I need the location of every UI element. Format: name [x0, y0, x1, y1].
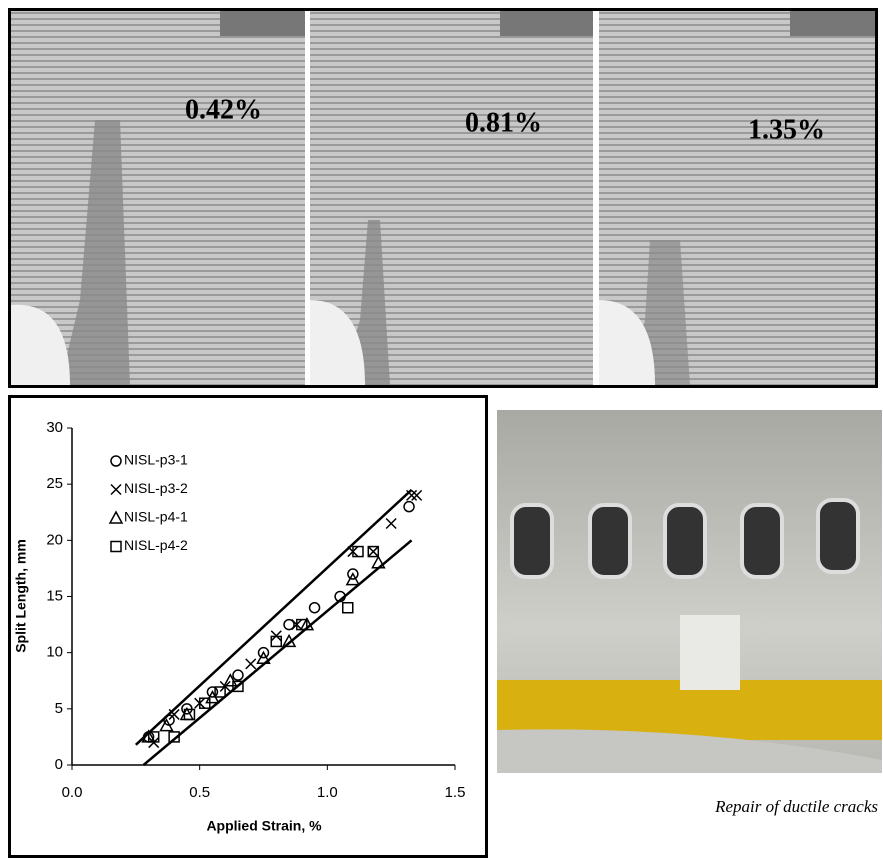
- strain-label: 0.42%: [185, 94, 262, 125]
- y-tick-label: 30: [46, 419, 63, 436]
- x-tick-label: 0.5: [189, 784, 210, 801]
- legend-label: NISL-p3-1: [124, 452, 188, 468]
- photo: [497, 410, 882, 773]
- legend-label: NISL-p3-2: [124, 480, 188, 496]
- y-tick-label: 5: [55, 700, 63, 717]
- y-tick-label: 0: [55, 756, 63, 773]
- page: {"panels": {"labels": ["0.42%", "0.81%",…: [0, 0, 883, 859]
- x-tick-label: 0.0: [62, 784, 83, 801]
- x-axis-title: Applied Strain, %: [206, 818, 322, 834]
- image-panel: 0.42% 0.81% 1.35%: [8, 8, 878, 388]
- figure: 0.42% 0.81% 1.35% Repair of ductile crac…: [0, 0, 883, 859]
- strain-label: 0.81%: [465, 107, 542, 138]
- y-tick-label: 10: [46, 644, 63, 661]
- legend-label: NISL-p4-2: [124, 537, 188, 553]
- x-tick-label: 1.5: [445, 784, 466, 801]
- y-axis-title: Split Length, mm: [13, 539, 29, 653]
- caption: Repair of ductile cracks: [714, 797, 878, 816]
- x-tick-label: 1.0: [317, 784, 338, 801]
- strain-label: 1.35%: [748, 114, 825, 145]
- legend-label: NISL-p4-1: [124, 509, 188, 525]
- y-tick-label: 25: [46, 475, 63, 492]
- y-tick-label: 15: [46, 587, 63, 604]
- y-tick-label: 20: [46, 531, 63, 548]
